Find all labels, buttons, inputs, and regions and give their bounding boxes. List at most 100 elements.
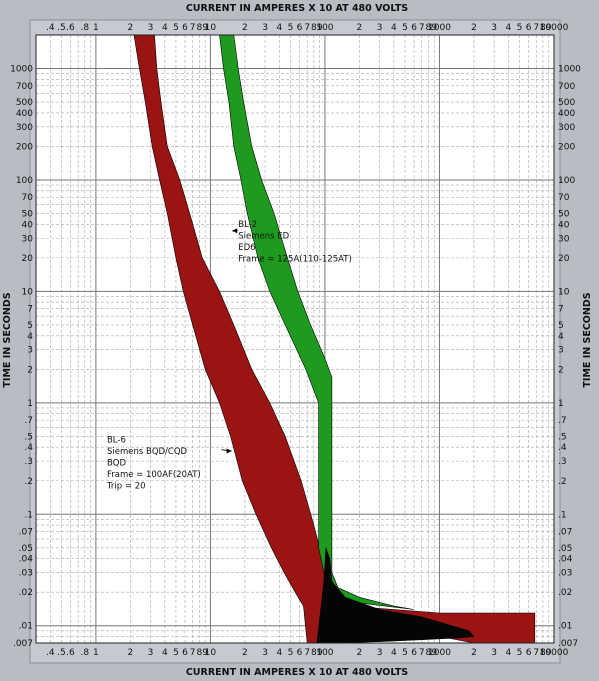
y-tick-label-right: 2 xyxy=(558,365,564,375)
x-tick-label-bottom: 3 xyxy=(148,648,154,658)
x-tick-label-bottom: 2 xyxy=(471,648,477,658)
x-tick-label-bottom: 8 xyxy=(311,648,317,658)
y-tick-label-right: 10 xyxy=(558,287,570,297)
x-tick-label-bottom: 5 xyxy=(517,648,523,658)
y-tick-label-left: .03 xyxy=(19,569,33,579)
x-tick-label-top: 2 xyxy=(357,23,363,33)
y-tick-label-right: .04 xyxy=(558,555,573,565)
x-tick-label-top: 9 xyxy=(202,23,208,33)
x-tick-label-top: 3 xyxy=(148,23,154,33)
x-tick-label-top: 4 xyxy=(391,23,397,33)
x-tick-label-top: 2 xyxy=(127,23,133,33)
x-tick-label-bottom: 2 xyxy=(242,648,248,658)
x-tick-label-bottom: 8 xyxy=(540,648,546,658)
y-tick-label-left: 2 xyxy=(27,365,33,375)
y-tick-label-left: .1 xyxy=(24,510,33,520)
x-tick-label-top: 9 xyxy=(431,23,437,33)
y-tick-label-right: .4 xyxy=(558,443,567,453)
y-tick-label-left: 400 xyxy=(16,109,33,119)
x-tick-label-bottom: 9 xyxy=(317,648,323,658)
x-tick-label-bottom: 5 xyxy=(173,648,179,658)
x-axis-title-bottom: CURRENT IN AMPERES X 10 AT 480 VOLTS xyxy=(186,667,408,678)
y-tick-label-left: 50 xyxy=(22,210,34,220)
x-tick-label-top: 5 xyxy=(517,23,523,33)
x-tick-label-top: 8 xyxy=(311,23,317,33)
x-tick-label-top: .4 xyxy=(46,23,55,33)
x-tick-label-top: 5 xyxy=(288,23,294,33)
annotation-text-bl-2: Frame = 125A(110-125AT) xyxy=(238,254,352,264)
y-tick-label-left: 300 xyxy=(16,123,33,133)
grid-lines xyxy=(35,34,555,644)
x-tick-label-bottom: .8 xyxy=(80,648,89,658)
x-tick-label-bottom: 3 xyxy=(377,648,383,658)
y-tick-label-right: 1 xyxy=(558,399,564,409)
tick-labels: .4.4.5.5.6.6.8.8112233445566778899101022… xyxy=(10,23,581,658)
y-tick-label-left: 100 xyxy=(16,176,33,186)
x-tick-label-bottom: .4 xyxy=(46,648,55,658)
y-tick-label-left: .4 xyxy=(24,443,33,453)
y-tick-label-left: 7 xyxy=(27,305,33,315)
y-tick-label-left: .01 xyxy=(19,622,33,632)
annotation-text-bl-6: BL-6 xyxy=(107,436,126,446)
annotation-arrowhead-bl-6 xyxy=(226,448,232,454)
y-tick-label-right: 300 xyxy=(558,123,575,133)
y-tick-label-right: 3 xyxy=(558,346,564,356)
x-tick-label-bottom: 8 xyxy=(196,648,202,658)
x-tick-label-top: 6 xyxy=(297,23,303,33)
x-tick-label-top: 8 xyxy=(196,23,202,33)
x-tick-label-top: 5 xyxy=(173,23,179,33)
x-tick-label-top: 9 xyxy=(546,23,552,33)
y-tick-label-right: 200 xyxy=(558,142,575,152)
y-tick-label-right: 70 xyxy=(558,193,570,203)
y-tick-label-left: .05 xyxy=(19,544,33,554)
y-tick-label-right: 100 xyxy=(558,176,575,186)
y-tick-label-left: .04 xyxy=(19,555,34,565)
annotation-text-bl-6: Frame = 100AF(20AT) xyxy=(107,470,201,480)
x-tick-label-bottom: 6 xyxy=(182,648,188,658)
x-tick-label-top: 4 xyxy=(162,23,168,33)
y-tick-label-right: .02 xyxy=(558,588,572,598)
y-tick-label-right: 30 xyxy=(558,234,570,244)
x-tick-label-bottom: 8 xyxy=(426,648,432,658)
x-tick-label-bottom: 7 xyxy=(190,648,196,658)
y-tick-label-left: 700 xyxy=(16,82,33,92)
y-axis-title-left: TIME IN SECONDS xyxy=(2,292,13,387)
x-tick-label-top: 9 xyxy=(317,23,323,33)
y-tick-label-right: 500 xyxy=(558,98,575,108)
annotation-text-bl-6: Siemens BQD/CQD xyxy=(107,447,188,457)
x-tick-label-top: 6 xyxy=(182,23,188,33)
y-tick-label-right: 400 xyxy=(558,109,575,119)
y-tick-label-left: .02 xyxy=(19,588,33,598)
y-tick-label-left: 5 xyxy=(27,321,33,331)
x-tick-label-bottom: 9 xyxy=(546,648,552,658)
series-layer xyxy=(133,34,536,644)
x-tick-label-bottom: 100 xyxy=(316,648,333,658)
y-tick-label-left: 30 xyxy=(22,234,34,244)
y-tick-label-left: 10 xyxy=(22,287,34,297)
y-tick-label-right: .1 xyxy=(558,510,567,520)
y-tick-label-right: 20 xyxy=(558,254,570,264)
y-tick-label-right: .5 xyxy=(558,432,567,442)
x-tick-label-bottom: 7 xyxy=(304,648,310,658)
x-tick-label-top: 1000 xyxy=(428,23,451,33)
y-tick-label-right: .007 xyxy=(558,639,578,649)
x-tick-label-top: 4 xyxy=(506,23,512,33)
y-tick-label-right: 700 xyxy=(558,82,575,92)
x-tick-label-bottom: 10000 xyxy=(540,648,569,658)
y-tick-label-left: 20 xyxy=(22,254,34,264)
y-tick-label-right: 40 xyxy=(558,220,570,230)
y-tick-label-left: 200 xyxy=(16,142,33,152)
annotation-text-bl-2: ED6 xyxy=(238,243,255,253)
y-tick-label-left: 40 xyxy=(22,220,34,230)
x-tick-label-bottom: 6 xyxy=(411,648,417,658)
x-tick-label-bottom: 3 xyxy=(262,648,268,658)
x-tick-label-bottom: 5 xyxy=(402,648,408,658)
x-tick-label-top: 7 xyxy=(190,23,196,33)
y-tick-label-left: .007 xyxy=(13,639,33,649)
x-tick-label-top: .5 xyxy=(57,23,66,33)
y-tick-label-left: .7 xyxy=(24,416,33,426)
x-axis-title-top: CURRENT IN AMPERES X 10 AT 480 VOLTS xyxy=(186,3,408,14)
x-tick-label-bottom: 7 xyxy=(533,648,539,658)
